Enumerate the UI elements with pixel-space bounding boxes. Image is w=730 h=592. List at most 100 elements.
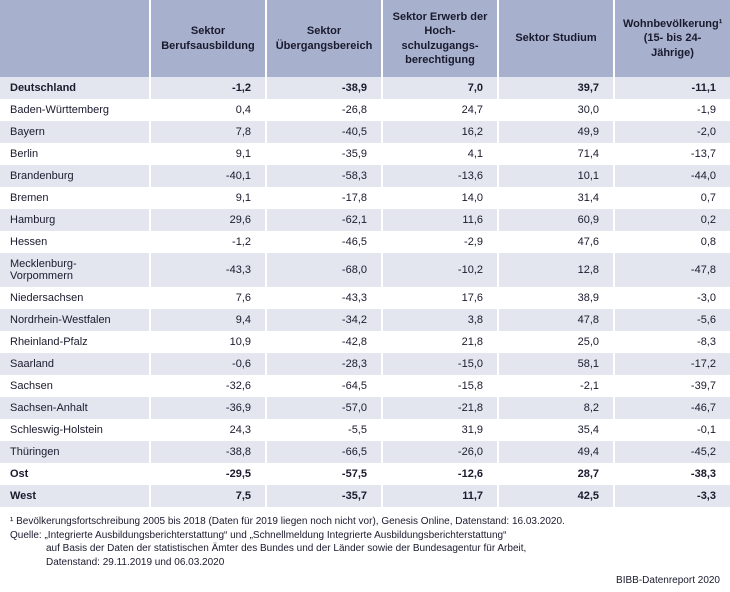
cell-value: -66,5 <box>266 441 382 463</box>
table-row: Hessen-1,2-46,5-2,947,60,8 <box>0 231 730 253</box>
attribution-bar: BIBB-Datenreport 2020 <box>0 573 730 592</box>
col-header: Sektor Übergangsbereich <box>266 0 382 77</box>
row-label: Bayern <box>0 121 150 143</box>
cell-value: -1,2 <box>150 77 266 99</box>
cell-value: 71,4 <box>498 143 614 165</box>
row-label: West <box>0 485 150 507</box>
cell-value: 12,8 <box>498 253 614 287</box>
cell-value: 7,5 <box>150 485 266 507</box>
row-label: Schleswig-Holstein <box>0 419 150 441</box>
cell-value: -40,1 <box>150 165 266 187</box>
cell-value: -58,3 <box>266 165 382 187</box>
col-header: Sektor Berufsausbildung <box>150 0 266 77</box>
attribution-text: BIBB-Datenreport 2020 <box>616 575 720 586</box>
row-label: Ost <box>0 463 150 485</box>
table-row: Hamburg29,6-62,111,660,90,2 <box>0 209 730 231</box>
cell-value: -36,9 <box>150 397 266 419</box>
cell-value: -2,0 <box>614 121 730 143</box>
row-label: Hamburg <box>0 209 150 231</box>
table-row: Berlin9,1-35,94,171,4-13,7 <box>0 143 730 165</box>
cell-value: 9,4 <box>150 309 266 331</box>
cell-value: -3,0 <box>614 287 730 309</box>
row-label: Mecklenburg-Vorpommern <box>0 253 150 287</box>
col-header: Sektor Studium <box>498 0 614 77</box>
cell-value: -11,1 <box>614 77 730 99</box>
cell-value: 31,4 <box>498 187 614 209</box>
cell-value: -17,2 <box>614 353 730 375</box>
col-header: Wohnbevölkerung¹ (15- bis 24-Jährige) <box>614 0 730 77</box>
cell-value: 29,6 <box>150 209 266 231</box>
cell-value: -35,9 <box>266 143 382 165</box>
table-row: Sachsen-Anhalt-36,9-57,0-21,88,2-46,7 <box>0 397 730 419</box>
cell-value: 0,2 <box>614 209 730 231</box>
cell-value: -68,0 <box>266 253 382 287</box>
cell-value: -15,8 <box>382 375 498 397</box>
cell-value: -38,3 <box>614 463 730 485</box>
cell-value: 0,8 <box>614 231 730 253</box>
cell-value: -17,8 <box>266 187 382 209</box>
cell-value: -42,8 <box>266 331 382 353</box>
cell-value: 8,2 <box>498 397 614 419</box>
cell-value: 7,0 <box>382 77 498 99</box>
table-row: Niedersachsen7,6-43,317,638,9-3,0 <box>0 287 730 309</box>
cell-value: -0,1 <box>614 419 730 441</box>
footnotes: ¹ Bevölkerungsfortschreibung 2005 bis 20… <box>0 507 730 573</box>
cell-value: 17,6 <box>382 287 498 309</box>
cell-value: 49,4 <box>498 441 614 463</box>
cell-value: 47,8 <box>498 309 614 331</box>
table-row: Baden-Württemberg0,4-26,824,730,0-1,9 <box>0 99 730 121</box>
table-row: Deutschland-1,2-38,97,039,7-11,1 <box>0 77 730 99</box>
table-row: Saarland-0,6-28,3-15,058,1-17,2 <box>0 353 730 375</box>
cell-value: 35,4 <box>498 419 614 441</box>
table-row: Nordrhein-Westfalen9,4-34,23,847,8-5,6 <box>0 309 730 331</box>
cell-value: -13,7 <box>614 143 730 165</box>
row-label: Deutschland <box>0 77 150 99</box>
cell-value: -47,8 <box>614 253 730 287</box>
source-line-1: Quelle: „Integrierte Ausbildungsberichte… <box>10 529 720 543</box>
row-label: Bremen <box>0 187 150 209</box>
cell-value: -2,9 <box>382 231 498 253</box>
cell-value: -34,2 <box>266 309 382 331</box>
cell-value: 58,1 <box>498 353 614 375</box>
cell-value: -10,2 <box>382 253 498 287</box>
cell-value: 11,6 <box>382 209 498 231</box>
cell-value: -64,5 <box>266 375 382 397</box>
cell-value: 28,7 <box>498 463 614 485</box>
cell-value: 31,9 <box>382 419 498 441</box>
cell-value: 39,7 <box>498 77 614 99</box>
row-label: Rheinland-Pfalz <box>0 331 150 353</box>
row-label: Hessen <box>0 231 150 253</box>
cell-value: -26,0 <box>382 441 498 463</box>
cell-value: 9,1 <box>150 187 266 209</box>
table-row: Bayern7,8-40,516,249,9-2,0 <box>0 121 730 143</box>
cell-value: 10,9 <box>150 331 266 353</box>
source-line-3: Datenstand: 29.11.2019 und 06.03.2020 <box>10 556 720 570</box>
table-row: West7,5-35,711,742,5-3,3 <box>0 485 730 507</box>
cell-value: 30,0 <box>498 99 614 121</box>
row-label: Sachsen <box>0 375 150 397</box>
cell-value: 11,7 <box>382 485 498 507</box>
data-table-container: Sektor BerufsausbildungSektor Übergangsb… <box>0 0 730 592</box>
cell-value: -3,3 <box>614 485 730 507</box>
cell-value: -8,3 <box>614 331 730 353</box>
table-row: Thüringen-38,8-66,5-26,049,4-45,2 <box>0 441 730 463</box>
cell-value: 24,7 <box>382 99 498 121</box>
cell-value: 16,2 <box>382 121 498 143</box>
cell-value: -29,5 <box>150 463 266 485</box>
cell-value: -2,1 <box>498 375 614 397</box>
cell-value: 42,5 <box>498 485 614 507</box>
table-row: Schleswig-Holstein24,3-5,531,935,4-0,1 <box>0 419 730 441</box>
cell-value: 7,8 <box>150 121 266 143</box>
cell-value: 47,6 <box>498 231 614 253</box>
cell-value: -5,5 <box>266 419 382 441</box>
table-row: Brandenburg-40,1-58,3-13,610,1-44,0 <box>0 165 730 187</box>
cell-value: 49,9 <box>498 121 614 143</box>
cell-value: -43,3 <box>266 287 382 309</box>
cell-value: 0,4 <box>150 99 266 121</box>
row-label: Saarland <box>0 353 150 375</box>
row-label: Thüringen <box>0 441 150 463</box>
cell-value: -1,2 <box>150 231 266 253</box>
row-label: Berlin <box>0 143 150 165</box>
cell-value: -26,8 <box>266 99 382 121</box>
cell-value: -5,6 <box>614 309 730 331</box>
